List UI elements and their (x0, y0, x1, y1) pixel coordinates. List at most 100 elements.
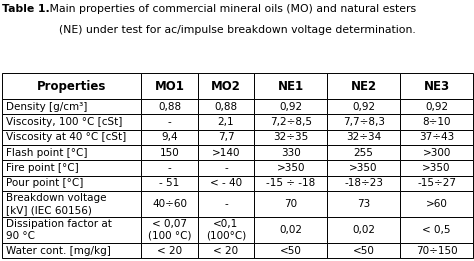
Bar (198, 145, 254, 160)
Text: Breakdown voltage
[kV] (IEC 60156): Breakdown voltage [kV] (IEC 60156) (6, 193, 106, 215)
Text: Pour point [°C]: Pour point [°C] (6, 178, 83, 188)
Text: 0,88: 0,88 (158, 102, 181, 112)
Text: < 0,07
(100 °C): < 0,07 (100 °C) (148, 219, 191, 241)
Bar (141, 160, 198, 176)
Bar (141, 130, 198, 145)
Text: Density [g/cm³]: Density [g/cm³] (6, 102, 87, 112)
Bar (400, 160, 473, 176)
Text: NE1: NE1 (278, 80, 304, 93)
Bar (141, 217, 198, 243)
Bar (2, 99, 141, 115)
Bar (327, 145, 400, 160)
Bar (198, 243, 254, 258)
Text: >350: >350 (349, 163, 378, 173)
Text: <50: <50 (280, 246, 301, 256)
Bar (2, 130, 141, 145)
Bar (2, 217, 141, 243)
Text: >300: >300 (422, 148, 451, 158)
Bar (198, 176, 254, 191)
Text: - 51: - 51 (159, 178, 180, 188)
Text: >140: >140 (212, 148, 240, 158)
Text: 32÷35: 32÷35 (273, 132, 308, 143)
Text: 70: 70 (284, 199, 297, 209)
Bar (400, 191, 473, 217)
Text: -15÷27: -15÷27 (417, 178, 456, 188)
Bar (198, 217, 254, 243)
Bar (254, 130, 327, 145)
Bar (198, 191, 254, 217)
Bar (141, 115, 198, 130)
Bar (254, 176, 327, 191)
Text: -: - (168, 163, 171, 173)
Bar (254, 99, 327, 115)
Text: 0,92: 0,92 (279, 102, 302, 112)
Bar (254, 115, 327, 130)
Text: 0,88: 0,88 (214, 102, 237, 112)
Bar (327, 160, 400, 176)
Text: -15 ÷ -18: -15 ÷ -18 (266, 178, 315, 188)
Text: 9,4: 9,4 (161, 132, 178, 143)
Text: 0,92: 0,92 (425, 102, 448, 112)
Text: 8÷10: 8÷10 (422, 117, 451, 127)
Bar (400, 73, 473, 99)
Bar (141, 73, 198, 99)
Text: Viscosity, 100 °C [cSt]: Viscosity, 100 °C [cSt] (6, 117, 122, 127)
Bar (141, 176, 198, 191)
Text: Table 1.: Table 1. (2, 4, 50, 14)
Text: NE3: NE3 (423, 80, 450, 93)
Bar (2, 145, 141, 160)
Bar (141, 191, 198, 217)
Text: <50: <50 (353, 246, 374, 256)
Text: 7,7÷8,3: 7,7÷8,3 (343, 117, 384, 127)
Text: <0,1
(100°C): <0,1 (100°C) (206, 219, 246, 241)
Bar (400, 243, 473, 258)
Bar (327, 115, 400, 130)
Text: < - 40: < - 40 (210, 178, 242, 188)
Bar (327, 243, 400, 258)
Text: 0,92: 0,92 (352, 102, 375, 112)
Text: (NE) under test for ac/impulse breakdown voltage determination.: (NE) under test for ac/impulse breakdown… (59, 25, 415, 35)
Bar (198, 130, 254, 145)
Bar (327, 191, 400, 217)
Bar (327, 99, 400, 115)
Text: 73: 73 (357, 199, 370, 209)
Bar (254, 217, 327, 243)
Text: MO1: MO1 (155, 80, 184, 93)
Text: Viscosity at 40 °C [cSt]: Viscosity at 40 °C [cSt] (6, 132, 126, 143)
Bar (254, 145, 327, 160)
Text: Fire point [°C]: Fire point [°C] (6, 163, 78, 173)
Bar (254, 73, 327, 99)
Bar (327, 176, 400, 191)
Text: Main properties of commercial mineral oils (MO) and natural esters: Main properties of commercial mineral oi… (46, 4, 416, 14)
Bar (2, 115, 141, 130)
Bar (2, 176, 141, 191)
Text: 70÷150: 70÷150 (416, 246, 457, 256)
Bar (254, 191, 327, 217)
Text: 0,02: 0,02 (352, 225, 375, 235)
Bar (2, 191, 141, 217)
Bar (198, 115, 254, 130)
Text: < 20: < 20 (213, 246, 238, 256)
Bar (198, 73, 254, 99)
Text: 2,1: 2,1 (218, 117, 234, 127)
Bar (141, 243, 198, 258)
Text: Water cont. [mg/kg]: Water cont. [mg/kg] (6, 246, 110, 256)
Bar (400, 145, 473, 160)
Text: 7,2÷8,5: 7,2÷8,5 (270, 117, 312, 127)
Bar (198, 99, 254, 115)
Bar (327, 73, 400, 99)
Text: 255: 255 (354, 148, 374, 158)
Bar (2, 243, 141, 258)
Text: >350: >350 (422, 163, 451, 173)
Bar (400, 217, 473, 243)
Bar (400, 176, 473, 191)
Text: NE2: NE2 (351, 80, 377, 93)
Text: -: - (168, 117, 171, 127)
Bar (198, 160, 254, 176)
Bar (254, 160, 327, 176)
Text: 32÷34: 32÷34 (346, 132, 381, 143)
Text: >60: >60 (426, 199, 447, 209)
Text: Dissipation factor at
90 °C: Dissipation factor at 90 °C (6, 219, 111, 241)
Text: < 20: < 20 (157, 246, 182, 256)
Bar (400, 130, 473, 145)
